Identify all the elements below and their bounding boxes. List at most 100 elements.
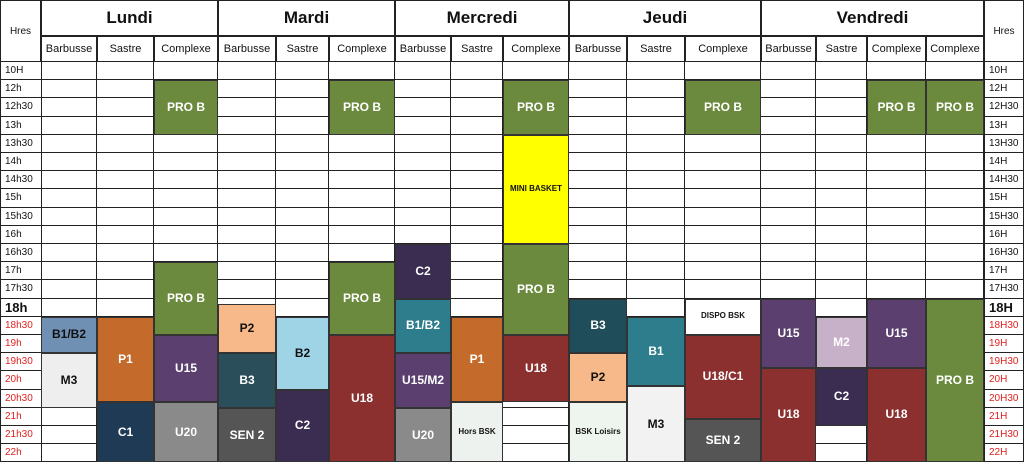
day-header-lundi: Lundi: [41, 0, 218, 36]
time-label-right: 20H: [984, 371, 1024, 390]
session-block[interactable]: B3: [218, 353, 276, 408]
grid-cell: [41, 426, 97, 445]
session-block[interactable]: PRO B: [926, 80, 984, 135]
grid-cell: [97, 62, 154, 81]
session-block[interactable]: M2: [816, 316, 867, 368]
session-block[interactable]: M3: [627, 385, 685, 463]
session-block[interactable]: DISPO BSK: [685, 298, 761, 335]
session-block[interactable]: PRO B: [685, 80, 761, 135]
grid-cell: [816, 244, 867, 263]
session-block[interactable]: PRO B: [329, 80, 395, 135]
time-label-right: 14H30: [984, 171, 1024, 190]
session-block[interactable]: U18: [503, 335, 569, 403]
session-block[interactable]: PRO B: [329, 262, 395, 335]
session-block[interactable]: PRO B: [154, 262, 218, 335]
grid-cell: [97, 153, 154, 172]
session-block[interactable]: M3: [41, 353, 97, 408]
session-block[interactable]: B3: [569, 298, 627, 354]
grid-cell: [816, 207, 867, 226]
time-label-right: 22H: [984, 444, 1024, 463]
session-block[interactable]: P2: [569, 353, 627, 403]
grid-cell: [451, 298, 503, 317]
grid-cell: [154, 225, 218, 244]
grid-cell: [761, 189, 816, 208]
grid-cell: [569, 225, 627, 244]
grid-cell: [451, 116, 503, 135]
session-block[interactable]: U18: [761, 367, 816, 463]
session-block[interactable]: U18: [867, 367, 926, 463]
session-block[interactable]: U15: [761, 298, 816, 368]
session-block[interactable]: C1: [97, 402, 154, 463]
session-block[interactable]: C2: [395, 244, 451, 299]
day-header-mardi: Mardi: [218, 0, 395, 36]
grid-cell: [685, 62, 761, 81]
grid-cell: [627, 98, 685, 117]
grid-cell: [395, 225, 451, 244]
session-block[interactable]: U18: [329, 335, 395, 463]
time-label-right: 17H30: [984, 280, 1024, 299]
session-block[interactable]: C2: [276, 389, 329, 463]
time-label-right: 18H: [984, 298, 1024, 317]
day-header-vendredi: Vendredi: [761, 0, 984, 36]
session-block[interactable]: SEN 2: [218, 407, 276, 463]
time-label-left: 10H: [0, 62, 41, 81]
time-label-right: 16H: [984, 225, 1024, 244]
grid-cell: [41, 444, 97, 463]
grid-cell: [395, 98, 451, 117]
session-block[interactable]: U20: [395, 407, 451, 463]
venue-header: Complexe: [926, 36, 984, 62]
grid-cell: [761, 116, 816, 135]
time-label-left: 17h: [0, 262, 41, 281]
session-block[interactable]: U15: [154, 335, 218, 403]
session-block[interactable]: PRO B: [154, 80, 218, 135]
session-block[interactable]: PRO B: [926, 298, 984, 463]
grid-cell: [685, 244, 761, 263]
grid-cell: [569, 244, 627, 263]
time-label-right: 18H30: [984, 316, 1024, 335]
grid-cell: [761, 262, 816, 281]
session-block[interactable]: B1: [627, 316, 685, 386]
time-label-left: 21h: [0, 407, 41, 426]
grid-cell: [627, 280, 685, 299]
grid-cell: [816, 225, 867, 244]
grid-cell: [97, 116, 154, 135]
grid-cell: [761, 207, 816, 226]
session-block[interactable]: B2: [276, 316, 329, 390]
session-block[interactable]: P1: [97, 316, 154, 403]
session-block[interactable]: SEN 2: [685, 418, 761, 463]
grid-cell: [627, 171, 685, 190]
time-label-left: 17h30: [0, 280, 41, 299]
time-label-right: 21H30: [984, 426, 1024, 445]
grid-cell: [627, 244, 685, 263]
time-label-left: 19h: [0, 335, 41, 354]
session-block[interactable]: C2: [816, 367, 867, 426]
time-label-left: 14h30: [0, 171, 41, 190]
session-block[interactable]: PRO B: [867, 80, 926, 135]
time-label-left: 12h: [0, 80, 41, 99]
session-block[interactable]: Hors BSK: [451, 402, 503, 463]
session-block[interactable]: BSK Loisirs: [569, 402, 627, 463]
session-block[interactable]: U18/C1: [685, 335, 761, 419]
grid-cell: [154, 134, 218, 153]
time-label-left: 22h: [0, 444, 41, 463]
day-header-mercredi: Mercredi: [395, 0, 569, 36]
grid-cell: [154, 171, 218, 190]
grid-cell: [685, 189, 761, 208]
session-block[interactable]: B1/B2: [395, 298, 451, 354]
session-block[interactable]: PRO B: [503, 80, 569, 135]
session-block[interactable]: U15: [867, 298, 926, 368]
session-block[interactable]: P1: [451, 316, 503, 403]
session-block[interactable]: B1/B2: [41, 316, 97, 354]
session-block[interactable]: MINI BASKET: [503, 134, 569, 244]
grid-cell: [97, 171, 154, 190]
time-label-left: 13h30: [0, 134, 41, 153]
grid-cell: [867, 244, 926, 263]
session-block[interactable]: U15/M2: [395, 353, 451, 408]
venue-header: Sastre: [816, 36, 867, 62]
session-block[interactable]: U20: [154, 402, 218, 463]
grid-cell: [395, 207, 451, 226]
session-block[interactable]: PRO B: [503, 244, 569, 335]
time-label-left: 12h30: [0, 98, 41, 117]
session-block[interactable]: P2: [218, 304, 276, 354]
